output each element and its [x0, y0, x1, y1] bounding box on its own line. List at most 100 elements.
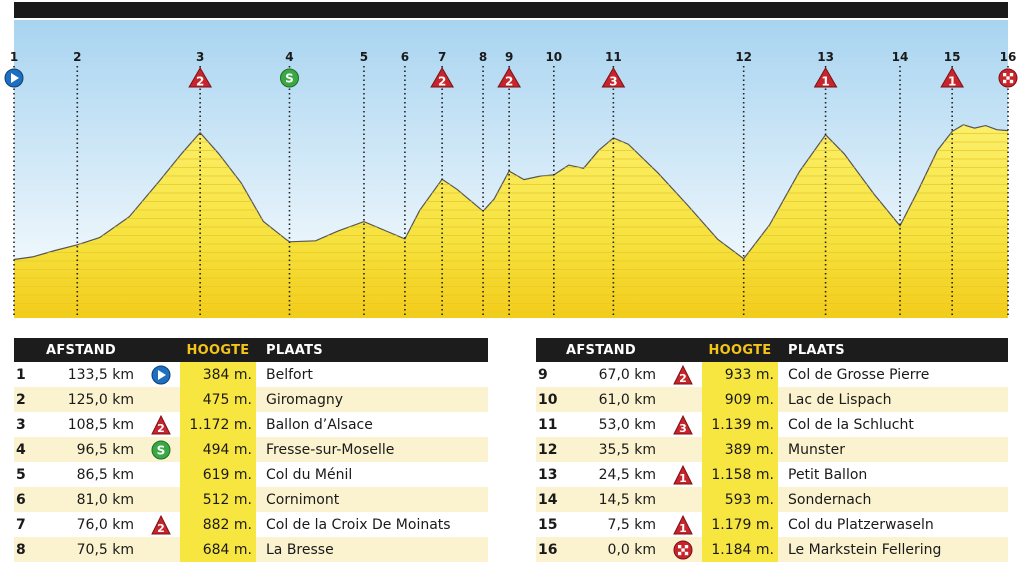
distance-cell: 125,0 km [44, 387, 142, 412]
waypoint-number: 9 [536, 362, 566, 387]
distance-cell: 96,5 km [44, 437, 142, 462]
elevation-cell: 384 m. [180, 362, 256, 387]
table-row: 11 53,0 km 3 1.139 m. Col de la Schlucht [536, 412, 1008, 437]
waypoint-number: 12 [536, 437, 566, 462]
start-icon [151, 365, 171, 384]
waypoint-number: 5 [14, 462, 44, 487]
svg-text:2: 2 [505, 75, 513, 89]
hoogte-header: HOOGTE [702, 338, 778, 362]
icon-cell: 2 [664, 362, 702, 387]
place-cell: Petit Ballon [778, 462, 1008, 487]
climb-category-icon: 2 [151, 514, 171, 535]
waypoint-number: 7 [14, 512, 44, 537]
svg-text:S: S [157, 443, 166, 457]
icon-cell: 1 [664, 462, 702, 487]
svg-text:2: 2 [438, 75, 446, 89]
waypoint-number-label: 16 [1000, 50, 1017, 64]
waypoint-number-label: 14 [892, 50, 909, 64]
elevation-cell: 494 m. [180, 437, 256, 462]
svg-text:2: 2 [157, 522, 165, 535]
place-cell: Col de la Schlucht [778, 412, 1008, 437]
climb-category-icon: 1 [673, 514, 693, 535]
hoogte-header: HOOGTE [180, 338, 256, 362]
waypoint-number: 4 [14, 437, 44, 462]
table-row: 15 7,5 km 1 1.179 m. Col du Platzerwaseln [536, 512, 1008, 537]
finish-icon [998, 68, 1018, 88]
distance-cell: 14,5 km [566, 487, 664, 512]
place-cell: Col du Ménil [256, 462, 488, 487]
waypoint-number-label: 5 [360, 50, 368, 64]
icon-cell [142, 362, 180, 387]
distance-cell: 81,0 km [44, 487, 142, 512]
elevation-cell: 619 m. [180, 462, 256, 487]
icon-cell [664, 387, 702, 412]
table-row: 7 76,0 km 2 882 m. Col de la Croix De Moinat… [14, 512, 488, 537]
climb-category-icon: 2 [673, 364, 693, 385]
waypoint-number-label: 12 [735, 50, 752, 64]
table-row: 1 133,5 km 384 m. Belfort [14, 362, 488, 387]
climb-category-icon: 3 [673, 414, 693, 435]
waypoint-number-label: 8 [479, 50, 487, 64]
distance-cell: 133,5 km [44, 362, 142, 387]
svg-text:2: 2 [196, 75, 204, 89]
place-cell: Le Markstein Fellering [778, 537, 1008, 562]
distance-cell: 86,5 km [44, 462, 142, 487]
distance-cell: 35,5 km [566, 437, 664, 462]
elevation-cell: 933 m. [702, 362, 778, 387]
icon-cell [664, 487, 702, 512]
distance-cell: 0,0 km [566, 537, 664, 562]
icon-cell: 3 [664, 412, 702, 437]
svg-text:1: 1 [821, 75, 829, 89]
place-cell: Fresse-sur-Moselle [256, 437, 488, 462]
place-cell: Belfort [256, 362, 488, 387]
waypoint-number-label: 6 [401, 50, 409, 64]
climb-category-icon: 1 [813, 67, 838, 89]
waypoint-number-label: 10 [545, 50, 562, 64]
svg-text:3: 3 [609, 75, 617, 89]
table-row: 5 86,5 km 619 m. Col du Ménil [14, 462, 488, 487]
svg-text:3: 3 [679, 422, 687, 435]
climb-category-icon: 2 [188, 67, 213, 89]
place-cell: Ballon d’Alsace [256, 412, 488, 437]
waypoint-number-label: 9 [505, 50, 513, 64]
place-cell: Cornimont [256, 487, 488, 512]
icon-cell [142, 487, 180, 512]
waypoint-number: 10 [536, 387, 566, 412]
table-row: 8 70,5 km 684 m. La Bresse [14, 537, 488, 562]
place-cell: Col de la Croix De Moinats [256, 512, 488, 537]
distance-cell: 67,0 km [566, 362, 664, 387]
waypoint-number-label: 13 [817, 50, 834, 64]
waypoint-number: 1 [14, 362, 44, 387]
header-bar [14, 2, 1008, 18]
elevation-cell: 1.158 m. [702, 462, 778, 487]
waypoint-number-label: 11 [605, 50, 622, 64]
elevation-line [13, 124, 1009, 261]
svg-text:1: 1 [948, 75, 956, 89]
place-cell: Col de Grosse Pierre [778, 362, 1008, 387]
waypoint-table-right: AFSTAND HOOGTE PLAATS 9 67,0 km 2 933 m. Col… [536, 338, 1008, 562]
waypoint-number-label: 3 [196, 50, 204, 64]
svg-text:1: 1 [679, 472, 687, 485]
table-row: 12 35,5 km 389 m. Munster [536, 437, 1008, 462]
waypoint-number: 11 [536, 412, 566, 437]
waypoint-number-label: 15 [944, 50, 961, 64]
place-cell: La Bresse [256, 537, 488, 562]
elevation-cell: 593 m. [702, 487, 778, 512]
waypoint-number: 8 [14, 537, 44, 562]
climb-category-icon: 1 [940, 67, 965, 89]
place-cell: Giromagny [256, 387, 488, 412]
waypoint-table-left: AFSTAND HOOGTE PLAATS 1 133,5 km 384 m. Bel… [14, 338, 488, 562]
waypoint-number: 2 [14, 387, 44, 412]
table-row: 16 0,0 km 1.184 m. Le Markstein Fellering [536, 537, 1008, 562]
plaats-header: PLAATS [778, 338, 1008, 362]
waypoint-number: 13 [536, 462, 566, 487]
distance-cell: 7,5 km [566, 512, 664, 537]
icon-cell: 2 [142, 512, 180, 537]
start-icon [4, 68, 24, 88]
climb-category-icon: 1 [673, 464, 693, 485]
place-cell: Munster [778, 437, 1008, 462]
icon-cell [142, 537, 180, 562]
waypoint-number-label: 1 [10, 50, 18, 64]
elevation-cell: 389 m. [702, 437, 778, 462]
place-cell: Col du Platzerwaseln [778, 512, 1008, 537]
